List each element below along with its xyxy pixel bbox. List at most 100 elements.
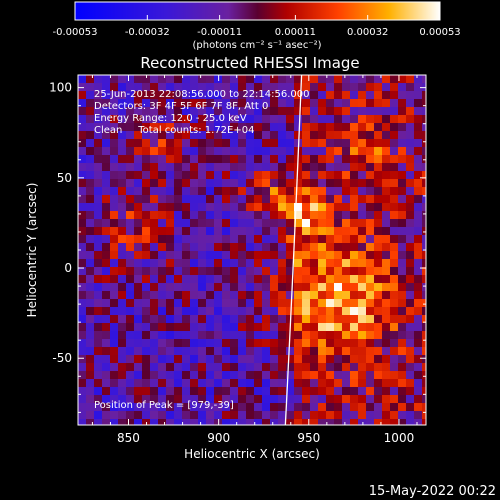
heatmap-cell	[270, 251, 279, 260]
heatmap-cell	[398, 331, 407, 340]
heatmap-cell	[342, 171, 351, 180]
heatmap-cell	[318, 163, 327, 172]
heatmap-cell	[110, 219, 119, 228]
heatmap-cell	[422, 323, 426, 332]
heatmap-cell	[278, 75, 287, 84]
heatmap-cell	[390, 251, 399, 260]
heatmap-cell	[382, 195, 391, 204]
heatmap-cell	[222, 91, 231, 100]
heatmap-cell	[86, 195, 95, 204]
heatmap-cell	[262, 227, 271, 236]
heatmap-cell	[350, 99, 359, 108]
heatmap-cell	[382, 355, 391, 364]
heatmap-cell	[222, 403, 231, 412]
heatmap-cell	[350, 171, 359, 180]
heatmap-cell	[230, 339, 239, 348]
heatmap-cell	[182, 395, 191, 404]
heatmap-cell	[262, 331, 271, 340]
heatmap-cell	[102, 275, 111, 284]
heatmap-cell	[406, 99, 415, 108]
heatmap-cell	[358, 211, 367, 220]
heatmap-cell	[270, 275, 279, 284]
heatmap-cell	[246, 131, 255, 140]
heatmap-cell	[382, 403, 391, 412]
heatmap-cell	[198, 187, 207, 196]
heatmap-cell	[142, 307, 151, 316]
heatmap-cell	[222, 123, 231, 132]
heatmap-cell	[150, 171, 159, 180]
heatmap-cell	[206, 299, 215, 308]
heatmap-cell	[110, 75, 119, 84]
heatmap-cell	[78, 347, 87, 356]
heatmap-cell	[326, 251, 335, 260]
heatmap-cell	[78, 411, 87, 420]
heatmap-cell	[310, 347, 319, 356]
heatmap-cell	[254, 107, 263, 116]
heatmap-cell	[398, 163, 407, 172]
heatmap-cell	[230, 187, 239, 196]
heatmap-cell	[134, 163, 143, 172]
heatmap-cell	[422, 339, 426, 348]
heatmap-cell	[302, 155, 311, 164]
heatmap-cell	[350, 419, 359, 425]
heatmap-cell	[198, 131, 207, 140]
heatmap-cell	[382, 267, 391, 276]
heatmap-cell	[118, 403, 127, 412]
heatmap-cell	[150, 163, 159, 172]
heatmap-cell	[334, 283, 343, 292]
heatmap-cell	[174, 179, 183, 188]
heatmap-cell	[102, 115, 111, 124]
heatmap-cell	[342, 275, 351, 284]
heatmap-cell	[374, 299, 383, 308]
heatmap-cell	[278, 331, 287, 340]
heatmap-cell	[334, 379, 343, 388]
heatmap-cell	[294, 275, 303, 284]
heatmap-cell	[366, 347, 375, 356]
heatmap-cell	[302, 395, 311, 404]
heatmap-cell	[190, 315, 199, 324]
heatmap-cell	[102, 355, 111, 364]
heatmap-cell	[382, 275, 391, 284]
heatmap-cell	[382, 299, 391, 308]
heatmap-cell	[270, 379, 279, 388]
heatmap-cell	[270, 315, 279, 324]
heatmap-cell	[270, 115, 279, 124]
heatmap-cell	[150, 331, 159, 340]
heatmap-cell	[86, 275, 95, 284]
heatmap-cell	[334, 203, 343, 212]
heatmap-cell	[294, 291, 303, 300]
heatmap-cell	[134, 211, 143, 220]
heatmap-cell	[110, 195, 119, 204]
heatmap-cell	[158, 307, 167, 316]
heatmap-cell	[174, 75, 183, 84]
heatmap-cell	[270, 403, 279, 412]
heatmap-cell	[390, 291, 399, 300]
heatmap-cell	[158, 347, 167, 356]
heatmap-cell	[110, 115, 119, 124]
heatmap-cell	[142, 179, 151, 188]
heatmap-cell	[86, 395, 95, 404]
heatmap-cell	[310, 355, 319, 364]
heatmap-cell	[182, 403, 191, 412]
heatmap-cell	[254, 139, 263, 148]
heatmap-cell	[78, 107, 87, 116]
heatmap-cell	[342, 243, 351, 252]
heatmap-cell	[214, 403, 223, 412]
heatmap-cell	[94, 99, 103, 108]
heatmap-cell	[142, 211, 151, 220]
heatmap-cell	[406, 331, 415, 340]
heatmap-cell	[366, 267, 375, 276]
heatmap-cell	[166, 227, 175, 236]
heatmap-cell	[278, 147, 287, 156]
heatmap-cell	[158, 131, 167, 140]
heatmap-cell	[414, 219, 423, 228]
heatmap-cell	[318, 363, 327, 372]
heatmap-cell	[118, 347, 127, 356]
heatmap-cell	[318, 403, 327, 412]
heatmap-cell	[158, 75, 167, 84]
heatmap-cell	[334, 355, 343, 364]
heatmap-cell	[350, 211, 359, 220]
heatmap-cell	[286, 307, 295, 316]
heatmap-cell	[246, 107, 255, 116]
heatmap-cell	[318, 411, 327, 420]
